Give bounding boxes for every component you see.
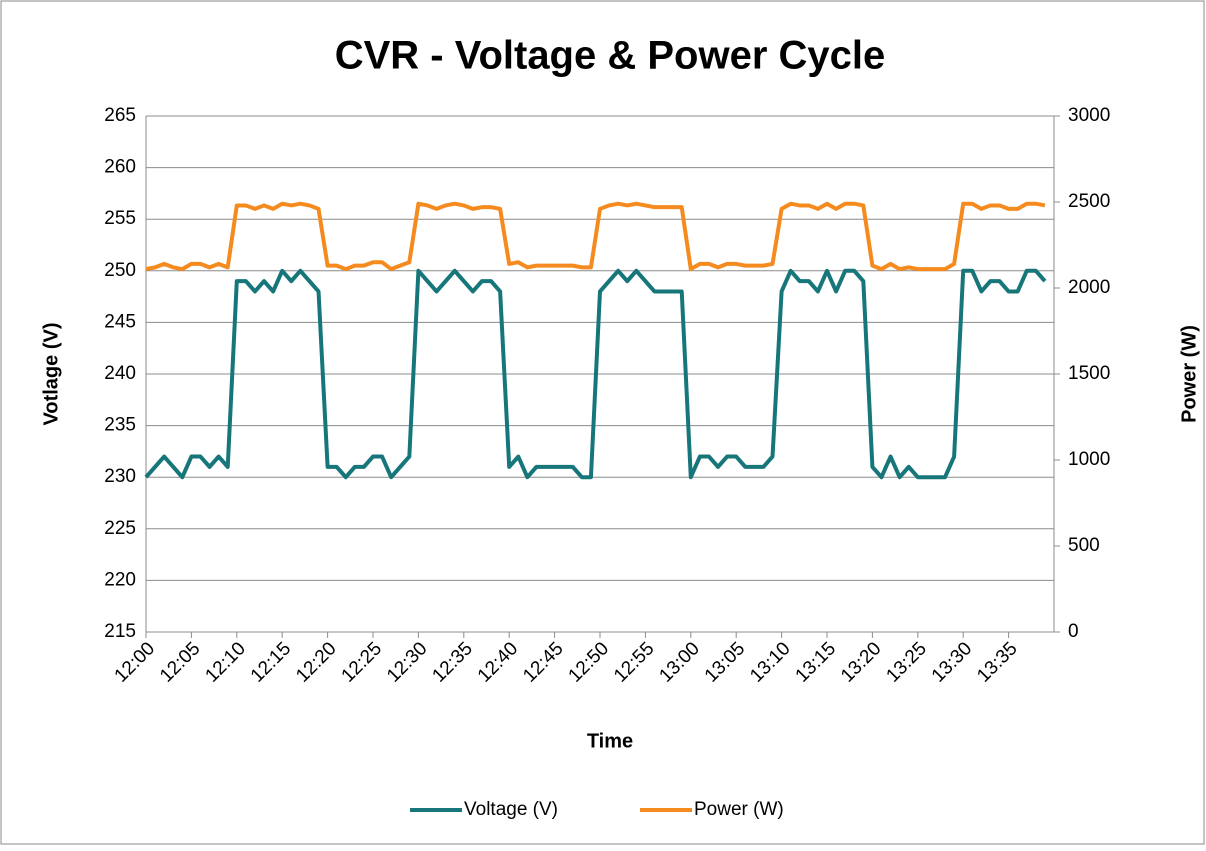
y-tick-label: 255 <box>104 208 136 229</box>
y-tick-label: 240 <box>104 363 136 384</box>
y2-tick-label: 2000 <box>1068 277 1110 298</box>
y2-tick-label: 3000 <box>1068 105 1110 126</box>
y-tick-label: 220 <box>104 569 136 590</box>
y-tick-label: 215 <box>104 621 136 642</box>
y2-tick-label: 500 <box>1068 535 1100 556</box>
y2-tick-label: 2500 <box>1068 191 1110 212</box>
x-axis-label: Time <box>587 730 633 752</box>
chart-title: CVR - Voltage & Power Cycle <box>335 34 886 78</box>
y-tick-label: 235 <box>104 415 136 436</box>
y-tick-label: 260 <box>104 157 136 178</box>
y2-tick-label: 0 <box>1068 621 1079 642</box>
y-tick-label: 250 <box>104 260 136 281</box>
y-tick-label: 245 <box>104 311 136 332</box>
series-line <box>145 201 1046 272</box>
y2-tick-label: 1000 <box>1068 449 1110 470</box>
y-tick-label: 230 <box>104 466 136 487</box>
y-tick-label: 225 <box>104 518 136 539</box>
series-line <box>144 268 1047 480</box>
legend-label: Power (W) <box>694 799 784 820</box>
y2-tick-label: 1500 <box>1068 363 1110 384</box>
y-axis-label: Votlage (V) <box>40 323 62 426</box>
y2-axis-label: Power (W) <box>1178 325 1200 423</box>
y-tick-label: 265 <box>104 105 136 126</box>
legend-label: Voltage (V) <box>464 799 558 820</box>
